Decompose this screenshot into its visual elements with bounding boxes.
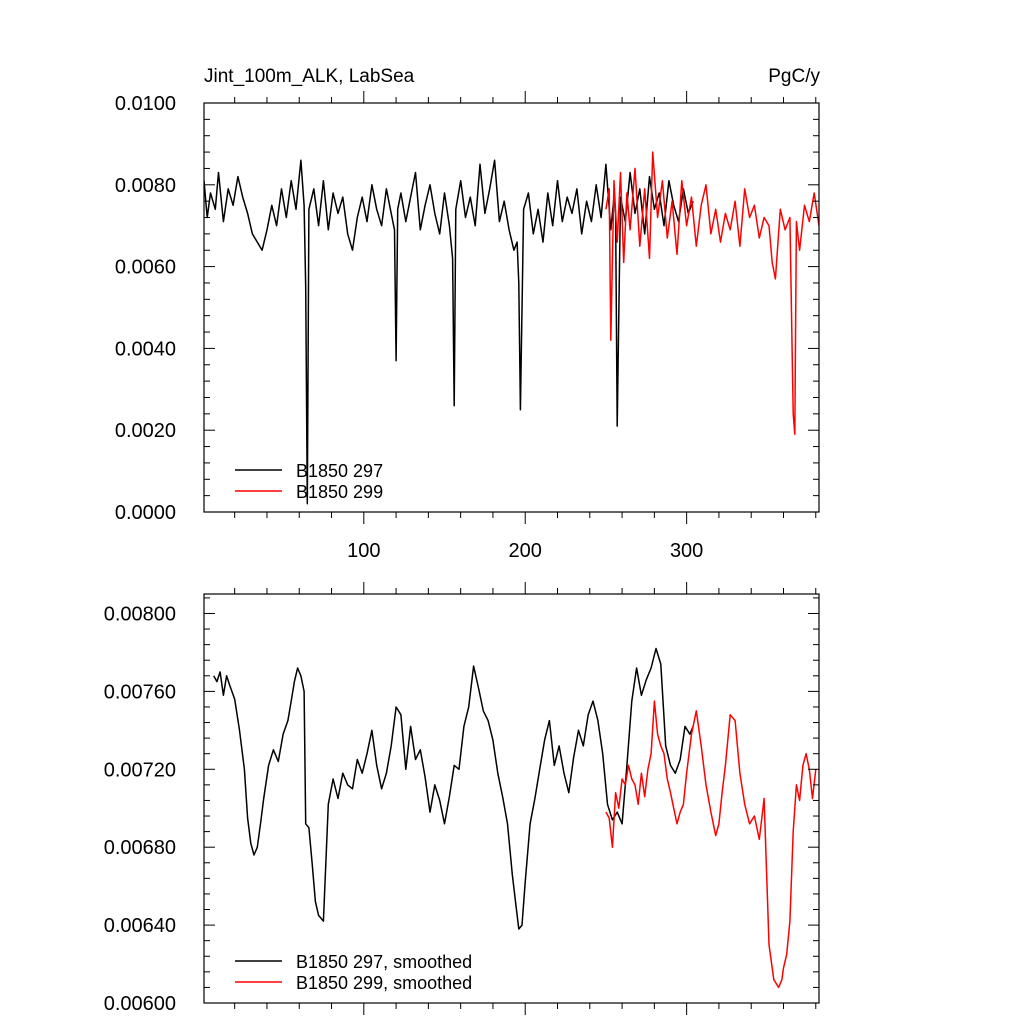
y-tick-label: 0.00760: [104, 681, 176, 703]
y-tick-label: 0.0060: [115, 257, 176, 279]
top-axes: [204, 91, 819, 524]
legend-label-b1850-297-smoothed: B1850 297, smoothed: [296, 952, 472, 972]
top-x-tick-labels: 100 200 300: [347, 540, 703, 562]
y-tick-label: 0.00600: [104, 993, 176, 1015]
bottom-axes: [204, 582, 819, 1015]
chart-title-left: Jint_100m_ALK, LabSea: [204, 66, 415, 87]
y-tick-label: 0.00640: [104, 915, 176, 937]
top-panel: Jint_100m_ALK, LabSea PgC/y 0.0000 0.0020…: [115, 66, 821, 562]
series-line-red: [605, 700, 817, 989]
bottom-legend: B1850 297, smoothed B1850 299, smoothed: [235, 952, 472, 993]
y-tick-label: 0.0100: [115, 93, 176, 115]
x-tick-label: 300: [670, 540, 703, 562]
top-legend: B1850 297 B1850 299: [235, 461, 383, 502]
top-y-tick-labels: 0.0000 0.0020 0.0040 0.0060 0.0080 0.0100: [115, 93, 176, 524]
bottom-plot-frame: [203, 593, 820, 1004]
y-tick-label: 0.00800: [104, 603, 176, 625]
bottom-series-group: [213, 647, 817, 989]
series-line-black: [204, 159, 694, 505]
bottom-panel: 0.00600 0.00640 0.00680 0.00720 0.00760 0.008…: [104, 582, 820, 1015]
legend-label-b1850-299-smoothed: B1850 299, smoothed: [296, 973, 472, 993]
x-tick-label: 100: [347, 540, 380, 562]
y-tick-label: 0.0020: [115, 420, 176, 442]
bottom-y-tick-labels: 0.00600 0.00640 0.00680 0.00720 0.00760 0.008…: [104, 603, 176, 1015]
legend-label-b1850-299: B1850 299: [296, 482, 383, 502]
top-plot-frame: [203, 102, 820, 513]
chart-title-right: PgC/y: [768, 66, 820, 87]
series-line-red: [605, 151, 819, 436]
series-line-black: [213, 647, 694, 930]
y-tick-label: 0.00720: [104, 759, 176, 781]
x-tick-label: 200: [509, 540, 542, 562]
y-tick-label: 0.0080: [115, 175, 176, 197]
y-tick-label: 0.00680: [104, 837, 176, 859]
top-series-group: [204, 151, 819, 505]
y-tick-label: 0.0000: [115, 502, 176, 524]
y-tick-label: 0.0040: [115, 338, 176, 360]
legend-label-b1850-297: B1850 297: [296, 461, 383, 481]
